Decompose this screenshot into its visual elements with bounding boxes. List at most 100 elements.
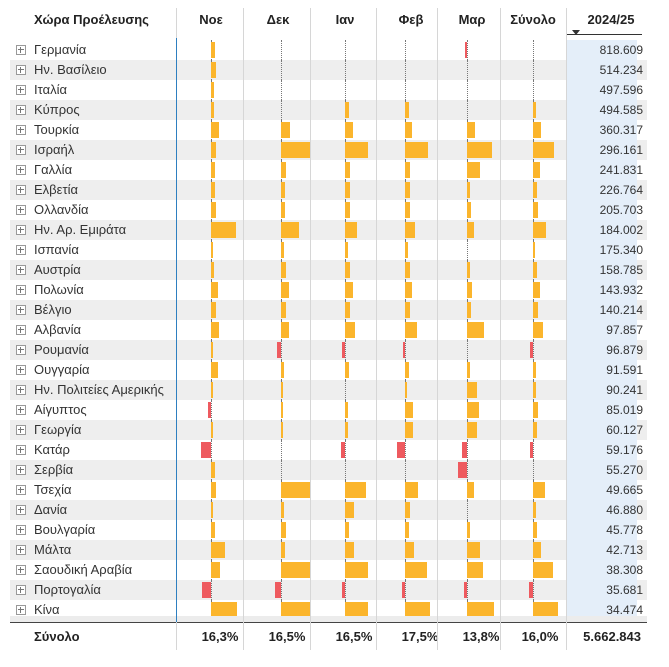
table-row[interactable]: Ουγγαρία 91.591 <box>10 360 647 380</box>
header-month-nov[interactable]: Νοε <box>199 11 223 27</box>
bar-zero-axis <box>345 340 346 360</box>
country-value: 241.831 <box>599 163 643 177</box>
expand-plus-icon[interactable] <box>16 325 26 335</box>
expand-plus-icon[interactable] <box>16 65 26 75</box>
column-divider <box>500 8 501 650</box>
expand-plus-icon[interactable] <box>16 305 26 315</box>
data-bar <box>281 282 289 298</box>
country-name: Γαλλία <box>34 162 73 177</box>
expand-plus-icon[interactable] <box>16 465 26 475</box>
expand-plus-icon[interactable] <box>16 165 26 175</box>
footer-pct-jan: 16,5% <box>335 628 373 644</box>
table-row[interactable]: Δανία 46.880 <box>10 500 647 520</box>
country-value: 34.474 <box>606 603 643 617</box>
expand-plus-icon[interactable] <box>16 185 26 195</box>
expand-plus-icon[interactable] <box>16 385 26 395</box>
table-row[interactable]: Γερμανία 818.609 <box>10 40 647 60</box>
expand-plus-icon[interactable] <box>16 585 26 595</box>
table-row[interactable]: Ην. Αρ. Εμιράτα 184.002 <box>10 220 647 240</box>
country-value: 818.609 <box>599 43 643 57</box>
table-row[interactable]: Αλβανία 97.857 <box>10 320 647 340</box>
data-bar <box>467 382 478 398</box>
header-total-pct[interactable]: Σύνολο <box>510 11 556 27</box>
table-row[interactable]: Αίγυπτος 85.019 <box>10 400 647 420</box>
table-row[interactable]: Κύπρος 494.585 <box>10 100 647 120</box>
table-row[interactable]: Κατάρ 59.176 <box>10 440 647 460</box>
expand-plus-icon[interactable] <box>16 525 26 535</box>
data-bar <box>345 602 369 618</box>
bar-zero-axis <box>533 340 534 360</box>
data-bar <box>281 542 285 558</box>
country-name: Κατάρ <box>34 442 70 457</box>
expand-plus-icon[interactable] <box>16 245 26 255</box>
table-row[interactable]: Μάλτα 42.713 <box>10 540 647 560</box>
value-cell-highlight <box>566 340 637 360</box>
table-row[interactable]: Πορτογαλία 35.681 <box>10 580 647 600</box>
bar-zero-axis <box>467 240 468 260</box>
table-row[interactable]: Γεωργία 60.127 <box>10 420 647 440</box>
header-month-dec[interactable]: Δεκ <box>266 11 290 27</box>
expand-plus-icon[interactable] <box>16 505 26 515</box>
expand-plus-icon[interactable] <box>16 45 26 55</box>
expand-plus-icon[interactable] <box>16 265 26 275</box>
table-row[interactable]: Τσεχία 49.665 <box>10 480 647 500</box>
expand-plus-icon[interactable] <box>16 345 26 355</box>
expand-plus-icon[interactable] <box>16 125 26 135</box>
expand-plus-icon[interactable] <box>16 285 26 295</box>
data-bar <box>211 322 219 338</box>
table-row[interactable]: Αυστρία 158.785 <box>10 260 647 280</box>
header-month-feb[interactable]: Φεβ <box>398 11 424 27</box>
data-bar <box>529 582 533 598</box>
expand-plus-icon[interactable] <box>16 545 26 555</box>
expand-plus-icon[interactable] <box>16 85 26 95</box>
expand-plus-icon[interactable] <box>16 425 26 435</box>
data-bar <box>467 182 470 198</box>
table-row[interactable]: Ην. Βασίλειο 514.234 <box>10 60 647 80</box>
data-bar <box>345 182 351 198</box>
table-row[interactable]: Σερβία 55.270 <box>10 460 647 480</box>
table-row[interactable]: Ρουμανία 96.879 <box>10 340 647 360</box>
table-row[interactable]: Σαουδική Αραβία 38.308 <box>10 560 647 580</box>
value-cell-highlight <box>566 400 637 420</box>
data-bar <box>467 562 483 578</box>
data-bar <box>281 402 283 418</box>
country-value: 205.703 <box>599 203 643 217</box>
expand-plus-icon[interactable] <box>16 445 26 455</box>
table-row[interactable]: Τουρκία 360.317 <box>10 120 647 140</box>
expand-plus-icon[interactable] <box>16 565 26 575</box>
expand-plus-icon[interactable] <box>16 485 26 495</box>
table-row[interactable]: Κίνα 34.474 <box>10 600 647 620</box>
header-country[interactable]: Χώρα Προέλευσης <box>34 11 149 27</box>
bar-zero-axis <box>211 400 212 420</box>
table-row[interactable]: Ισραήλ 296.161 <box>10 140 647 160</box>
data-bar <box>405 222 416 238</box>
table-row[interactable]: Ισπανία 175.340 <box>10 240 647 260</box>
table-row[interactable]: Βέλγιο 140.214 <box>10 300 647 320</box>
expand-plus-icon[interactable] <box>16 605 26 615</box>
table-row[interactable]: Βουλγαρία 45.778 <box>10 520 647 540</box>
header-value[interactable]: 2024/25 <box>587 11 635 27</box>
expand-plus-icon[interactable] <box>16 105 26 115</box>
country-name: Αλβανία <box>34 322 82 337</box>
expand-plus-icon[interactable] <box>16 225 26 235</box>
footer-pct-dec: 16,5% <box>268 628 306 644</box>
bar-zero-axis <box>211 440 212 460</box>
country-name: Μάλτα <box>34 542 72 557</box>
data-bar <box>345 142 369 158</box>
data-bar <box>533 562 553 578</box>
table-row[interactable]: Ολλανδία 205.703 <box>10 200 647 220</box>
table-row[interactable]: Γαλλία 241.831 <box>10 160 647 180</box>
table-row[interactable]: Ην. Πολιτείες Αμερικής 90.241 <box>10 380 647 400</box>
table-row[interactable]: Πολωνία 143.932 <box>10 280 647 300</box>
table-row[interactable]: Ιταλία 497.596 <box>10 80 647 100</box>
header-month-mar[interactable]: Μαρ <box>458 11 486 27</box>
table-row[interactable]: Ελβετία 226.764 <box>10 180 647 200</box>
expand-plus-icon[interactable] <box>16 365 26 375</box>
sort-descending-icon[interactable] <box>572 30 580 35</box>
expand-plus-icon[interactable] <box>16 205 26 215</box>
expand-plus-icon[interactable] <box>16 405 26 415</box>
data-bar <box>467 322 484 338</box>
data-bar <box>457 462 467 478</box>
header-month-jan[interactable]: Ιαν <box>335 11 355 27</box>
expand-plus-icon[interactable] <box>16 145 26 155</box>
